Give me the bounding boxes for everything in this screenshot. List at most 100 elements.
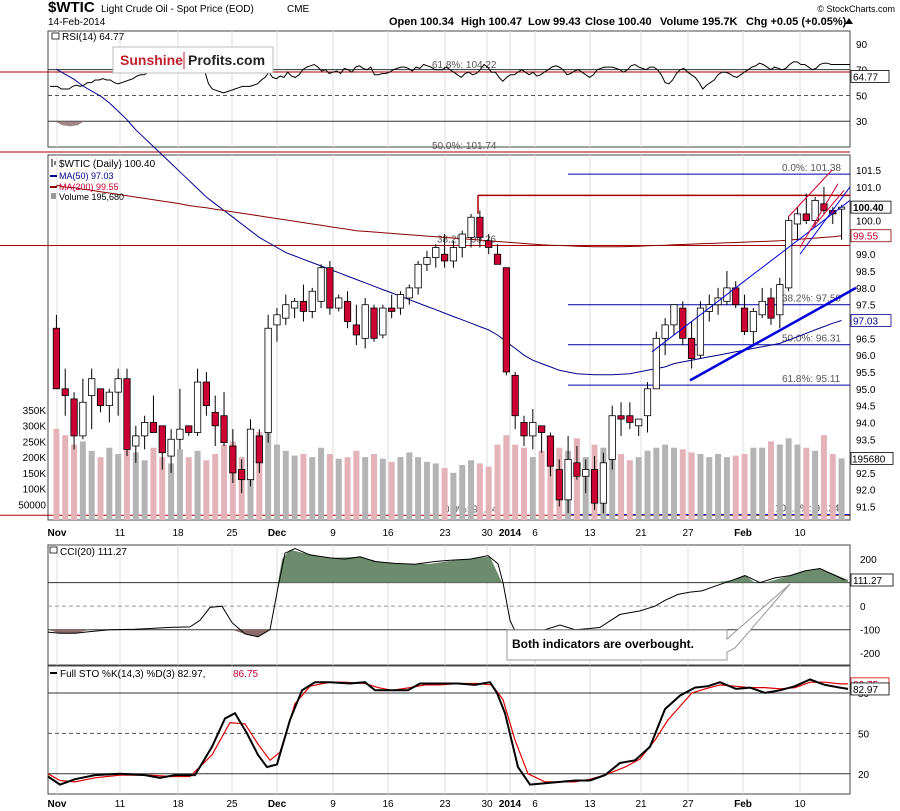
volume-bar <box>468 460 475 520</box>
volume-bar <box>203 460 210 520</box>
cci-line <box>47 547 846 642</box>
volume-bar <box>776 444 783 520</box>
volume-bar <box>715 454 722 520</box>
axis-labels: Nov Nov 11 11 18 18 25 25 Dec Dec 9 9 16 16 23 23 30 30 20… <box>18 40 894 810</box>
price-tick-label: 92.5 <box>856 469 876 480</box>
candle-body <box>493 253 502 265</box>
fib-label: 38.2%: 99.26 <box>437 234 496 245</box>
price-tick-label: 100.0 <box>856 217 881 228</box>
volume-bar <box>794 444 801 520</box>
volume-bar <box>176 449 183 520</box>
x-axis-label: 16 <box>382 528 394 539</box>
trend-lines <box>651 169 857 382</box>
rsi-oversold-fill <box>48 121 84 127</box>
candle-body <box>555 469 563 501</box>
last-close-box <box>850 200 892 214</box>
volume-bar <box>812 450 819 520</box>
ma200-value: 99.55 <box>853 232 878 243</box>
candle-body <box>758 300 766 316</box>
volume-bar <box>379 458 386 520</box>
candle-body <box>485 240 493 248</box>
sto-label-prefix: Full STO %K(14,3) %D(3) 82.97, <box>60 669 205 680</box>
x-axis-label: 30 <box>481 799 493 810</box>
volume-bar <box>635 457 642 520</box>
x-axis-label: 18 <box>172 799 184 810</box>
chart-date: 14-Feb-2014 <box>48 17 106 28</box>
candle-body <box>688 337 696 359</box>
volume-bar <box>732 455 739 520</box>
volume-bar <box>441 468 448 520</box>
volume-tick-label: 250K <box>23 437 47 448</box>
candle-body <box>352 324 360 336</box>
volume-bar <box>71 444 78 520</box>
volume-bar <box>759 447 766 520</box>
ma50-value: 97.03 <box>853 317 878 328</box>
fib-label: 38.2%: 97.50 <box>782 294 841 305</box>
chart-symbol: $WTIC <box>48 0 95 16</box>
rsi-legend-icon <box>51 32 60 40</box>
candle-body <box>167 438 175 457</box>
cci-label: CCI(20) 111.27 <box>60 547 127 558</box>
candle-body <box>626 415 634 423</box>
x-axis-label: 2014 <box>499 528 522 539</box>
x-axis-label: 9 <box>330 528 336 539</box>
candle-body <box>538 425 546 433</box>
volume-bar <box>750 447 757 520</box>
fib-label: 50.0%: 96.31 <box>782 334 841 345</box>
price-tick-label: 101.0 <box>856 183 881 194</box>
x-axis-label: 30 <box>481 528 493 539</box>
volume-bar <box>371 454 378 520</box>
volume-bar <box>397 457 404 520</box>
sto-k-box <box>850 682 890 696</box>
price-tick-label: 96.5 <box>856 334 876 345</box>
volume-bar <box>362 457 369 520</box>
volume-bar <box>344 457 351 520</box>
volume-bar <box>309 457 316 520</box>
arrow-up-icon <box>845 18 853 24</box>
header-high: High 100.47 <box>461 16 522 28</box>
volume-bar <box>785 438 792 520</box>
volume-bar <box>326 454 333 520</box>
volume-bar <box>53 428 60 520</box>
volume-bar <box>741 454 748 520</box>
candle-body <box>440 253 449 262</box>
candle-body <box>158 425 166 454</box>
x-axis-label: Nov <box>48 799 67 810</box>
volume-bar <box>529 457 536 520</box>
volume-bars <box>53 425 845 520</box>
volume-bar <box>141 460 148 520</box>
candle-body <box>590 469 599 504</box>
candle-body <box>132 435 140 447</box>
volume-bar <box>609 450 616 520</box>
volume-bar <box>459 465 466 520</box>
rsi-tick-label: 30 <box>856 117 868 128</box>
volume-bar <box>723 457 730 520</box>
volume-tick-label: 350K <box>23 406 47 417</box>
volume-last-box <box>850 451 894 465</box>
volume-bar <box>503 435 510 520</box>
rsi-last-box <box>850 70 890 83</box>
volume-bar <box>644 450 651 520</box>
volume-bar <box>512 444 519 520</box>
price-tick-label: 97.5 <box>856 301 876 312</box>
candle-body <box>599 462 607 504</box>
candle-body <box>546 435 555 467</box>
candle-body <box>361 304 369 339</box>
trend-channel-line <box>651 200 851 353</box>
volume-bar <box>538 450 545 520</box>
header-change: Chg +0.05 (+0.05%) <box>746 16 847 28</box>
volume-bar <box>335 458 342 520</box>
candle-body <box>335 297 343 309</box>
volume-tick-label: 200K <box>23 453 47 464</box>
volume-bar <box>212 454 219 520</box>
price-tick-label: 99.0 <box>856 250 876 261</box>
ma200-box <box>850 229 892 243</box>
volume-bar <box>547 444 554 520</box>
volume-bar <box>653 447 660 520</box>
candle-body <box>740 307 749 333</box>
price-tick-label: 94.5 <box>856 402 876 413</box>
candle-body <box>176 428 184 440</box>
x-axis-label: 6 <box>532 799 538 810</box>
candle-body <box>449 247 458 262</box>
candle-body <box>785 220 793 289</box>
